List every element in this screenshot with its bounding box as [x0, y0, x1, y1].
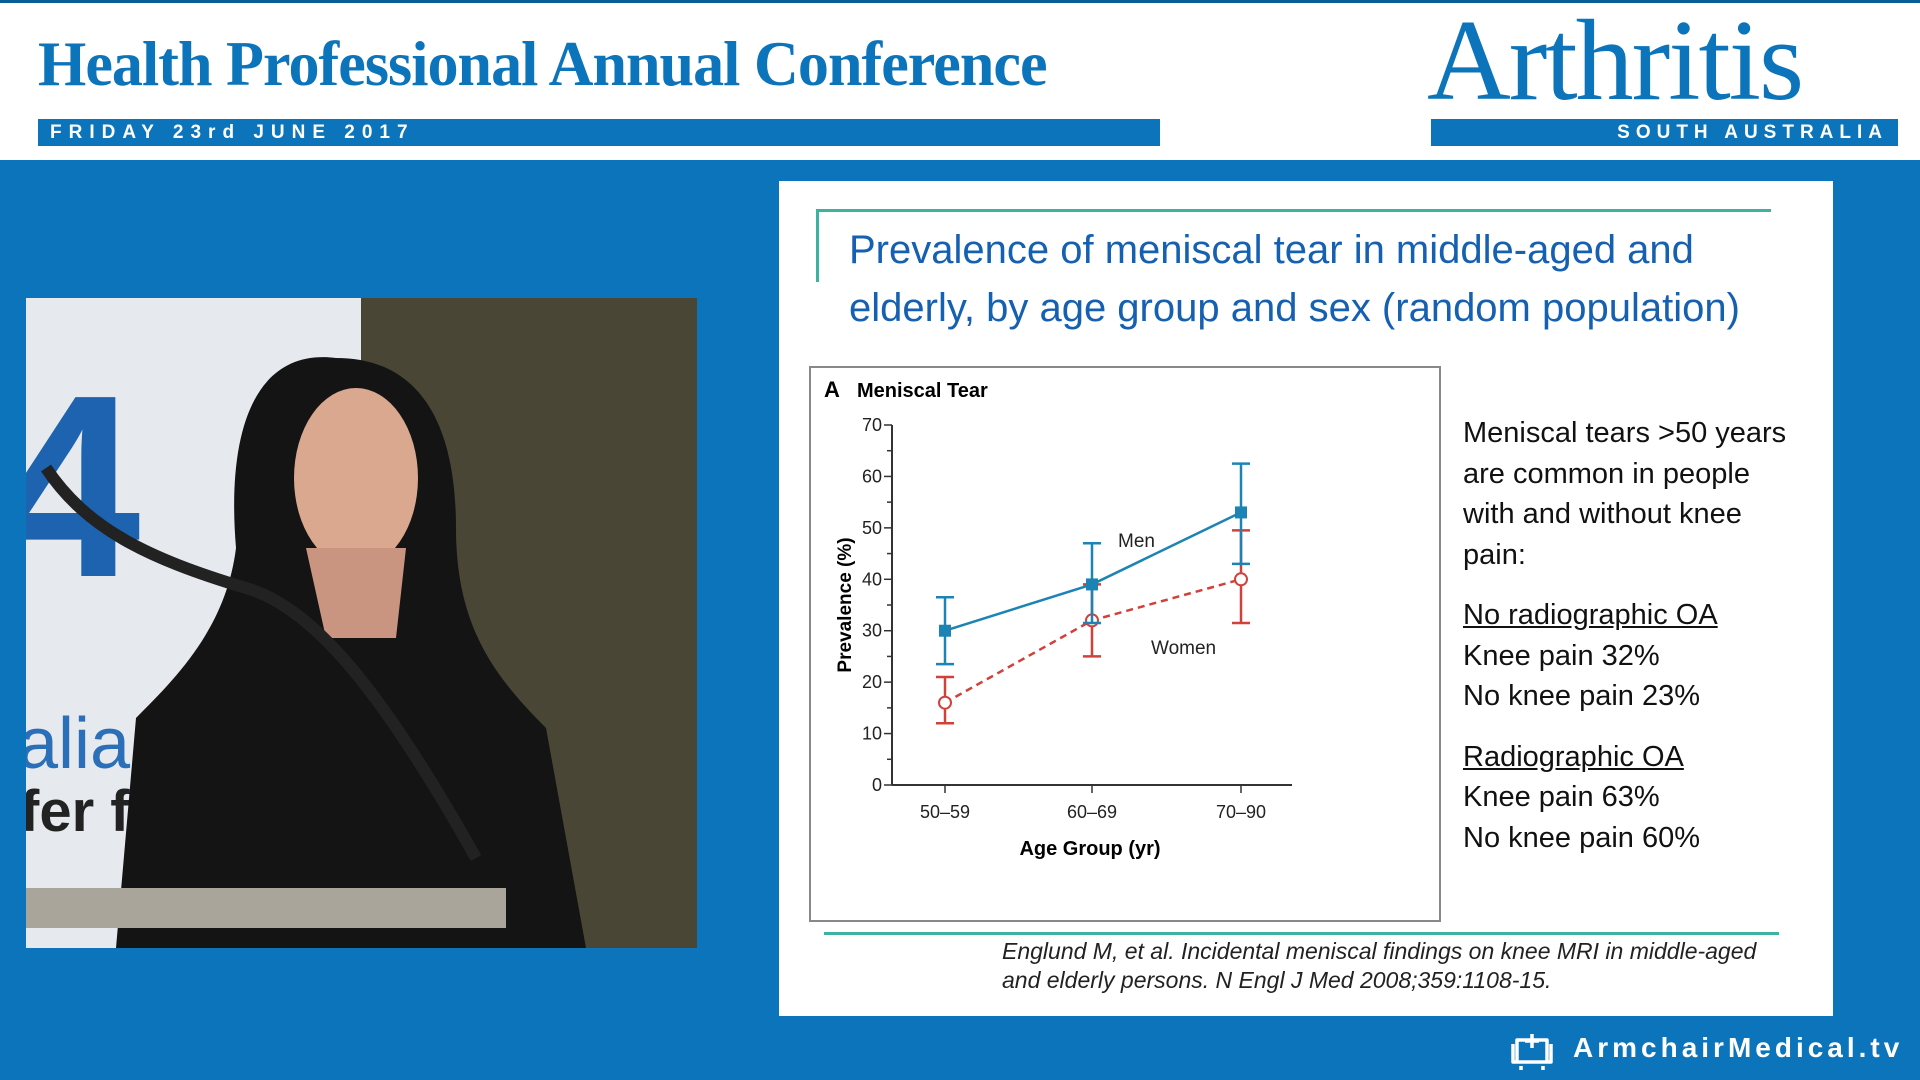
notes-intro-line: are common in people — [1463, 457, 1750, 490]
y-tick-label: 30 — [862, 621, 882, 641]
conference-title: Health Professional Annual Conference — [38, 28, 1048, 99]
title-accent — [816, 209, 819, 282]
citation-divider — [824, 932, 1779, 935]
notes-intro-line: with and without knee — [1463, 498, 1742, 530]
conference-date: FRIDAY 23rd JUNE 2017 — [38, 119, 1160, 146]
data-point-men — [1086, 578, 1098, 591]
x-axis-label: Age Group (yr) — [1019, 838, 1160, 860]
speaker-figure — [26, 357, 586, 948]
banner-number: 4 — [26, 342, 141, 632]
presentation-slide: Prevalence of meniscal tear in middle-ag… — [779, 181, 1833, 1016]
meniscal-tear-chart: A Meniscal Tear Prevalence (%) Age Group… — [809, 366, 1441, 922]
footer-brand: ArmchairMedical.tv — [1573, 1032, 1904, 1063]
banner-text: alia — [26, 704, 131, 784]
slide-title: Prevalence of meniscal tear in middle-ag… — [849, 221, 1740, 337]
slide-title-line: elderly, by age group and sex (random po… — [849, 286, 1740, 330]
series-label-men: Men — [1118, 531, 1155, 552]
y-axis-label: Prevalence (%) — [835, 537, 856, 672]
conference-header: Health Professional Annual Conference FR… — [0, 0, 1920, 160]
arthritis-logo: Arthritis — [1427, 0, 1804, 125]
data-point-women — [1234, 572, 1248, 587]
speaker-video: 4 alia fer f — [26, 298, 697, 948]
armchair-icon — [1511, 1034, 1553, 1070]
group-heading: Radiographic OA — [1463, 740, 1684, 773]
title-divider — [816, 209, 1771, 212]
y-tick-label: 0 — [872, 775, 882, 795]
notes-intro-line: Meniscal tears >50 years — [1463, 417, 1787, 449]
list-item: No knee pain 23% — [1463, 680, 1700, 712]
x-tick-label: 70–90 — [1216, 802, 1266, 822]
arthritis-logo-subtitle: SOUTH AUSTRALIA — [1431, 119, 1898, 146]
citation-line: Englund M, et al. Incidental meniscal fi… — [1002, 938, 1757, 964]
y-tick-label: 60 — [862, 466, 882, 486]
list-item: No knee pain 60% — [1463, 821, 1700, 854]
group-heading: No radiographic OA — [1463, 599, 1718, 631]
y-tick-label: 70 — [862, 415, 882, 435]
notes-intro: Meniscal tears >50 years are common in pe… — [1463, 413, 1786, 575]
list-item: Knee pain 63% — [1463, 781, 1660, 813]
x-tick-label: 60–69 — [1067, 802, 1117, 822]
data-point-men — [1235, 506, 1247, 519]
citation-line: and elderly persons. N Engl J Med 2008;3… — [1002, 967, 1552, 993]
chart-svg: A Meniscal Tear Prevalence (%) Age Group… — [824, 377, 1292, 860]
y-tick-label: 40 — [862, 569, 882, 589]
y-tick-label: 50 — [862, 518, 882, 538]
panel-letter: A — [824, 377, 840, 402]
list-item: Knee pain 32% — [1463, 639, 1660, 672]
citation: Englund M, et al. Incidental meniscal fi… — [1002, 937, 1756, 995]
y-tick-label: 10 — [862, 724, 882, 744]
data-point-women — [938, 695, 952, 710]
banner-text: fer f — [26, 779, 130, 844]
data-point-men — [939, 624, 951, 637]
slide-notes: Meniscal tears >50 years are common in pe… — [1463, 413, 1786, 858]
notes-intro-line: pain: — [1463, 538, 1526, 571]
slide-title-line: Prevalence of meniscal tear in middle-ag… — [849, 228, 1694, 272]
series-label-women: Women — [1151, 638, 1216, 659]
y-tick-label: 20 — [862, 672, 882, 692]
chart-title: Meniscal Tear — [857, 380, 988, 402]
x-tick-label: 50–59 — [920, 802, 970, 822]
